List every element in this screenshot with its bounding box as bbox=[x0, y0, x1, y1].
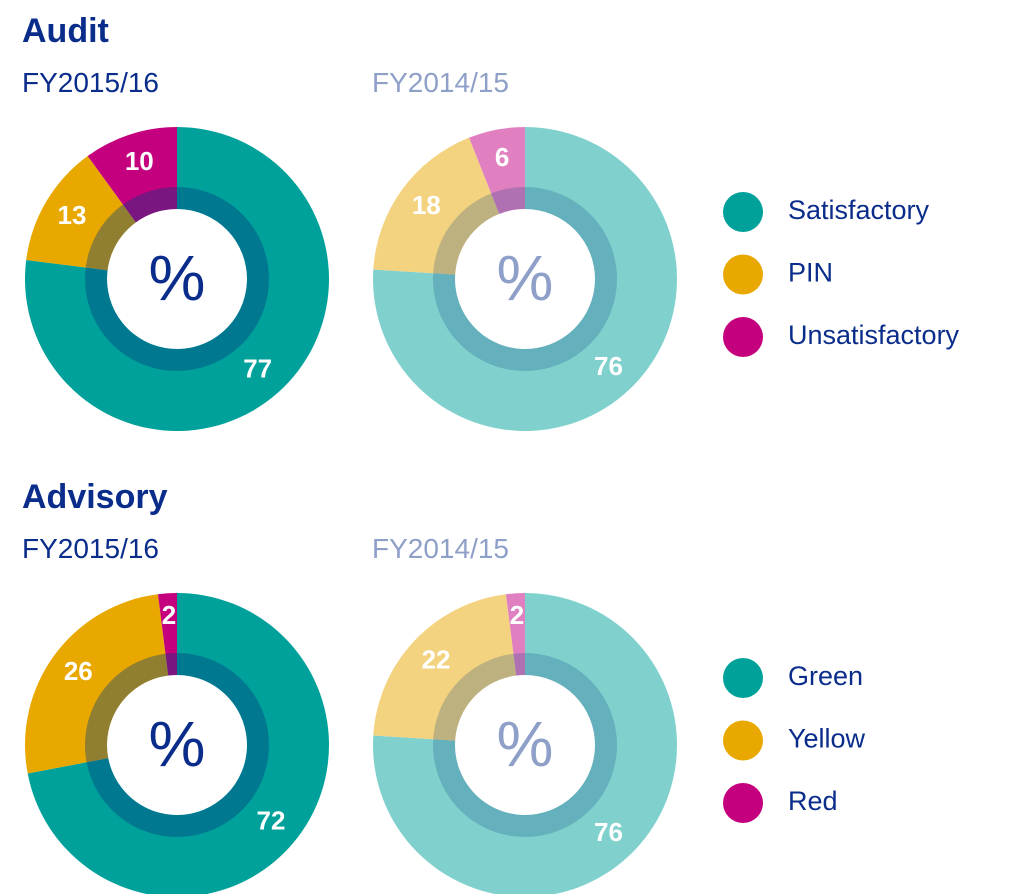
legend-label: PIN bbox=[788, 258, 833, 288]
legend-label: Unsatisfactory bbox=[788, 320, 960, 350]
value-label: 18 bbox=[412, 190, 441, 220]
donut-slice bbox=[27, 593, 329, 894]
donut-slice bbox=[25, 127, 329, 432]
inner-ring bbox=[433, 653, 617, 837]
value-label: 76 bbox=[594, 817, 623, 847]
section-title: Audit bbox=[22, 12, 109, 50]
inner-ring bbox=[85, 187, 269, 371]
period-label: FY2015/16 bbox=[22, 67, 159, 98]
value-label: 22 bbox=[422, 644, 451, 674]
inner-ring bbox=[85, 653, 269, 837]
legend-label: Green bbox=[788, 661, 863, 691]
donut-slice bbox=[372, 127, 677, 431]
donut-slice bbox=[24, 594, 169, 774]
value-label: 72 bbox=[257, 806, 286, 836]
legend-swatch bbox=[723, 720, 763, 761]
value-label: 13 bbox=[58, 200, 87, 230]
donut-slice bbox=[157, 593, 177, 676]
section-title: Advisory bbox=[22, 478, 168, 516]
value-label: 2 bbox=[510, 600, 524, 630]
legend-label: Red bbox=[788, 786, 838, 816]
legend-swatch bbox=[723, 658, 763, 698]
period-label: FY2015/16 bbox=[22, 533, 159, 564]
legend-swatch bbox=[723, 317, 763, 357]
donut-slice bbox=[373, 137, 500, 275]
legend-label: Satisfactory bbox=[788, 195, 930, 225]
donut-slice bbox=[373, 594, 517, 741]
center-label: % bbox=[149, 708, 206, 780]
value-label: 6 bbox=[495, 142, 509, 172]
legend-swatch bbox=[723, 783, 763, 823]
donut-slice bbox=[469, 127, 525, 214]
value-label: 26 bbox=[64, 656, 93, 686]
legend-label: Yellow bbox=[788, 724, 866, 754]
center-label: % bbox=[149, 242, 206, 314]
inner-ring bbox=[433, 187, 617, 371]
donut-slice bbox=[26, 156, 136, 271]
value-label: 76 bbox=[594, 351, 623, 381]
legend-swatch bbox=[723, 192, 763, 232]
period-label: FY2014/15 bbox=[372, 533, 509, 564]
period-label: FY2014/15 bbox=[372, 67, 509, 98]
value-label: 2 bbox=[162, 600, 176, 630]
donut-slice bbox=[87, 127, 177, 223]
center-label: % bbox=[497, 242, 554, 314]
value-label: 77 bbox=[243, 353, 272, 383]
donut-slice bbox=[373, 593, 677, 894]
legend-swatch bbox=[723, 254, 763, 295]
center-label: % bbox=[497, 708, 554, 780]
donut-slice bbox=[505, 593, 525, 676]
value-label: 10 bbox=[125, 146, 154, 176]
